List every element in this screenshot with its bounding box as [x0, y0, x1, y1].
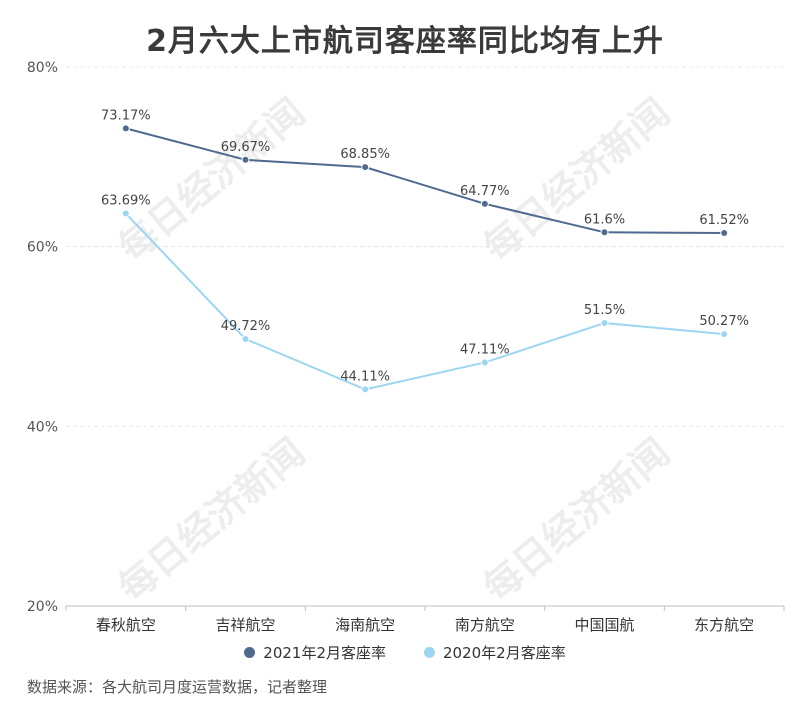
y-tick-label: 60% [27, 240, 58, 256]
data-label: 63.69% [101, 194, 151, 209]
data-label: 69.67% [221, 140, 271, 155]
watermark-text: 每日经济新闻 [475, 430, 678, 610]
legend-item-2021[interactable]: 2021年2月客座率 [244, 642, 386, 663]
chart-title: 2月六大上市航司客座率同比均有上升 [146, 24, 664, 59]
data-label: 50.27% [699, 314, 749, 329]
data-point [361, 163, 370, 172]
data-point [720, 330, 729, 339]
data-point [241, 335, 250, 344]
y-tick-label: 20% [27, 599, 58, 615]
data-label: 44.11% [340, 369, 390, 384]
watermark-text: 每日经济新闻 [110, 430, 313, 610]
x-tick-label: 南方航空 [455, 616, 515, 634]
data-point [480, 358, 489, 367]
y-tick-label: 80% [27, 60, 58, 76]
data-point [600, 319, 609, 328]
data-label: 47.11% [460, 342, 510, 357]
series-line-1 [125, 212, 725, 391]
data-point [720, 229, 729, 238]
watermark-text: 每日经济新闻 [475, 90, 678, 270]
data-label: 61.52% [699, 213, 749, 228]
source-note: 数据来源：各大航司月度运营数据，记者整理 [27, 678, 328, 696]
data-point [121, 209, 130, 218]
data-label: 64.77% [460, 184, 510, 199]
legend-marker-2021 [244, 647, 256, 658]
data-label: 68.85% [340, 147, 390, 162]
x-tick-label: 海南航空 [335, 616, 395, 634]
legend-label-2020: 2020年2月客座率 [443, 644, 566, 662]
x-tick-label: 东方航空 [694, 616, 754, 634]
data-point [361, 385, 370, 394]
legend-marker-2020 [424, 647, 435, 658]
data-label: 73.17% [101, 108, 151, 123]
x-tick-label: 春秋航空 [96, 616, 156, 634]
data-label: 61.6% [584, 212, 625, 227]
data-label: 49.72% [221, 319, 271, 334]
data-point [480, 199, 489, 208]
data-point [121, 124, 130, 133]
legend-label-2021: 2021年2月客座率 [263, 644, 386, 662]
x-tick-label: 吉祥航空 [215, 616, 275, 634]
legend-item-2020[interactable]: 2020年2月客座率 [424, 642, 566, 663]
y-tick-label: 40% [27, 419, 58, 435]
data-point [600, 228, 609, 237]
data-point [241, 155, 250, 164]
legend: 2021年2月客座率 2020年2月客座率 [0, 642, 810, 663]
series-line-0 [125, 127, 725, 235]
data-label: 51.5% [584, 303, 625, 318]
x-tick-label: 中国国航 [574, 616, 634, 634]
